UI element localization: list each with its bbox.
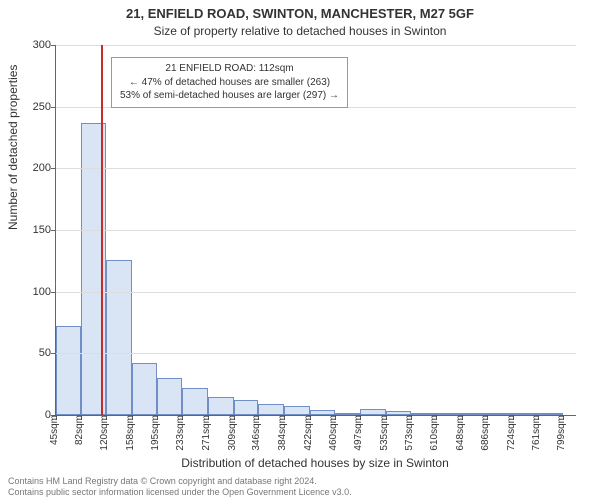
- x-tick-label: 45sqm: [49, 415, 60, 445]
- histogram-bar: [234, 400, 259, 415]
- x-tick-label: 799sqm: [556, 415, 567, 451]
- x-tick-label: 346sqm: [251, 415, 262, 451]
- histogram-bar: [182, 388, 208, 415]
- y-tick-mark: [51, 107, 56, 108]
- histogram-bar: [258, 404, 284, 415]
- chart-container: 21, ENFIELD ROAD, SWINTON, MANCHESTER, M…: [0, 0, 600, 500]
- histogram-bar: [106, 260, 132, 415]
- y-tick-mark: [51, 168, 56, 169]
- y-tick-label: 50: [1, 347, 51, 359]
- x-tick-label: 460sqm: [328, 415, 339, 451]
- histogram-bar: [56, 326, 81, 415]
- annotation-line: 53% of semi-detached houses are larger (…: [120, 89, 339, 103]
- x-tick-label: 158sqm: [125, 415, 136, 451]
- annotation-box: 21 ENFIELD ROAD: 112sqm← 47% of detached…: [111, 57, 348, 108]
- x-tick-label: 384sqm: [277, 415, 288, 451]
- x-tick-label: 761sqm: [531, 415, 542, 451]
- histogram-bar: [208, 397, 234, 416]
- y-tick-label: 150: [1, 224, 51, 236]
- x-tick-label: 422sqm: [303, 415, 314, 451]
- y-tick-label: 250: [1, 101, 51, 113]
- x-tick-label: 120sqm: [99, 415, 110, 451]
- property-marker-line: [101, 45, 103, 415]
- footer-line-1: Contains HM Land Registry data © Crown c…: [8, 476, 352, 487]
- y-tick-label: 300: [1, 39, 51, 51]
- x-tick-label: 724sqm: [506, 415, 517, 451]
- gridline: [56, 45, 576, 46]
- x-tick-label: 497sqm: [353, 415, 364, 451]
- title-main: 21, ENFIELD ROAD, SWINTON, MANCHESTER, M…: [0, 6, 600, 21]
- gridline: [56, 353, 576, 354]
- plot-area: 05010015020025030045sqm82sqm120sqm158sqm…: [55, 45, 576, 416]
- x-tick-label: 309sqm: [227, 415, 238, 451]
- annotation-line: 21 ENFIELD ROAD: 112sqm: [120, 62, 339, 76]
- footer-attribution: Contains HM Land Registry data © Crown c…: [8, 476, 352, 499]
- y-tick-mark: [51, 353, 56, 354]
- x-tick-label: 271sqm: [201, 415, 212, 451]
- histogram-bar: [157, 378, 183, 415]
- y-axis-label: Number of detached properties: [6, 65, 20, 230]
- y-tick-label: 100: [1, 286, 51, 298]
- x-tick-label: 82sqm: [74, 415, 85, 445]
- gridline: [56, 168, 576, 169]
- x-axis-label: Distribution of detached houses by size …: [55, 456, 575, 470]
- x-tick-label: 535sqm: [379, 415, 390, 451]
- x-tick-label: 233sqm: [175, 415, 186, 451]
- x-tick-label: 648sqm: [455, 415, 466, 451]
- gridline: [56, 292, 576, 293]
- histogram-bar: [284, 406, 310, 415]
- y-tick-mark: [51, 45, 56, 46]
- histogram-bar: [132, 363, 157, 415]
- x-tick-label: 610sqm: [429, 415, 440, 451]
- footer-line-2: Contains public sector information licen…: [8, 487, 352, 498]
- y-tick-mark: [51, 292, 56, 293]
- title-sub: Size of property relative to detached ho…: [0, 24, 600, 38]
- gridline: [56, 230, 576, 231]
- y-tick-label: 0: [1, 409, 51, 421]
- y-tick-label: 200: [1, 162, 51, 174]
- x-tick-label: 686sqm: [480, 415, 491, 451]
- x-tick-label: 573sqm: [404, 415, 415, 451]
- y-tick-mark: [51, 230, 56, 231]
- annotation-line: ← 47% of detached houses are smaller (26…: [120, 76, 339, 90]
- x-tick-label: 195sqm: [150, 415, 161, 451]
